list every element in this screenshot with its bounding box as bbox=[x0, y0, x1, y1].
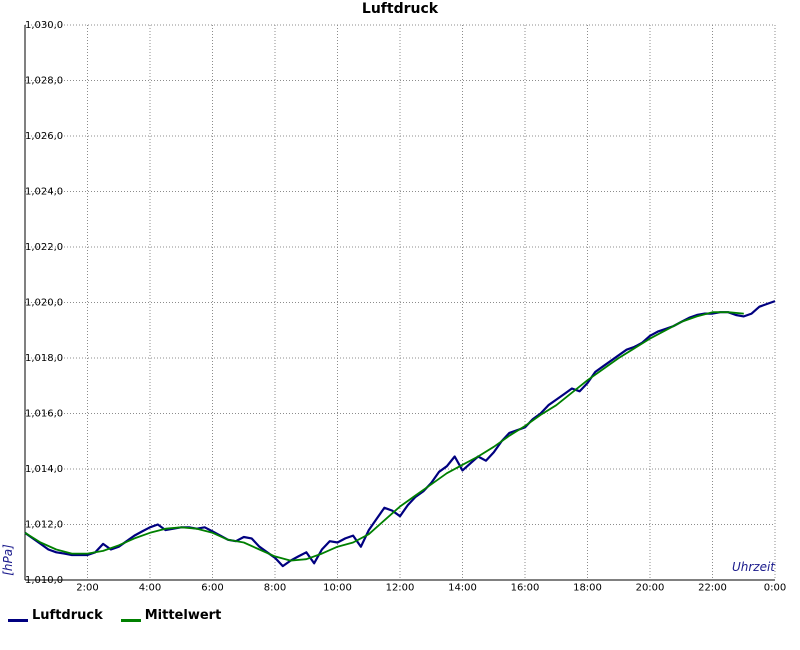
y-tick-label: 1,014,0 bbox=[25, 464, 63, 475]
series-lines bbox=[24, 300, 776, 568]
y-axis-label: [hPa] bbox=[1, 544, 15, 576]
x-tick-label: 12:00 bbox=[386, 582, 415, 593]
x-tick-label: 22:00 bbox=[698, 582, 727, 593]
y-tick-label: 1,026,0 bbox=[25, 131, 63, 142]
x-tick-label: 8:00 bbox=[264, 582, 286, 593]
x-tick-label: 0:00 bbox=[764, 582, 786, 593]
legend-swatch-luftdruck bbox=[8, 619, 28, 622]
x-tick-label: 20:00 bbox=[636, 582, 665, 593]
series-line-mittelwert bbox=[24, 311, 744, 562]
legend-label-mittelwert: Mittelwert bbox=[144, 608, 222, 623]
y-tick-label: 1,020,0 bbox=[25, 298, 63, 309]
y-tick-label: 1,012,0 bbox=[25, 520, 63, 531]
y-tick-label: 1,010,0 bbox=[25, 575, 63, 586]
chart-title: Luftdruck bbox=[362, 1, 439, 17]
y-tick-label: 1,016,0 bbox=[25, 409, 63, 420]
x-tick-label: 14:00 bbox=[448, 582, 477, 593]
x-tick-label: 6:00 bbox=[201, 582, 223, 593]
x-tick-label: 18:00 bbox=[573, 582, 602, 593]
y-tick-label: 1,030,0 bbox=[25, 20, 63, 31]
y-tick-label: 1,018,0 bbox=[25, 353, 63, 364]
x-tick-label: 2:00 bbox=[76, 582, 98, 593]
x-tick-label: 16:00 bbox=[511, 582, 540, 593]
x-tick-label: 4:00 bbox=[139, 582, 161, 593]
grid bbox=[25, 24, 776, 580]
legend: Luftdruck Mittelwert bbox=[8, 608, 221, 623]
y-tick-label: 1,022,0 bbox=[25, 242, 63, 253]
legend-label-luftdruck: Luftdruck bbox=[32, 608, 103, 623]
tick-labels: 1,010,0 1,012,0 1,014,0 1,016,0 1,018,0 1,020… bbox=[25, 20, 786, 593]
y-tick-label: 1,028,0 bbox=[25, 76, 63, 87]
series-line-luftdruck bbox=[24, 300, 776, 568]
legend-item-luftdruck: Luftdruck bbox=[8, 608, 103, 623]
x-tick-label: 10:00 bbox=[323, 582, 352, 593]
legend-item-mittelwert: Mittelwert bbox=[120, 608, 222, 623]
y-tick-label: 1,024,0 bbox=[25, 187, 63, 198]
x-axis-label: Uhrzeit bbox=[732, 560, 776, 574]
legend-swatch-mittelwert bbox=[120, 619, 141, 622]
